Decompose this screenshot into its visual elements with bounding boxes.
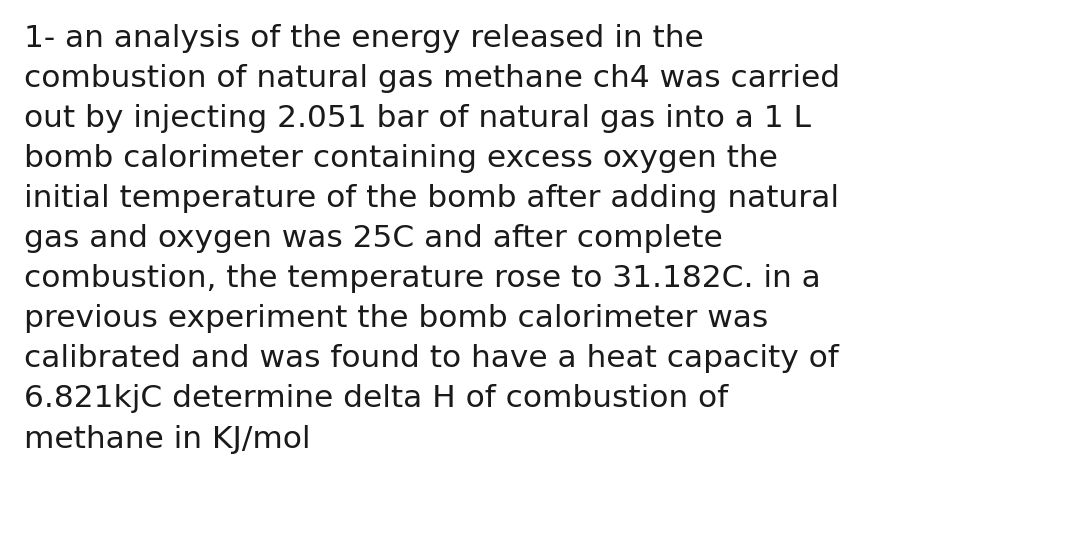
Text: 1- an analysis of the energy released in the
combustion of natural gas methane c: 1- an analysis of the energy released in… — [24, 24, 840, 453]
